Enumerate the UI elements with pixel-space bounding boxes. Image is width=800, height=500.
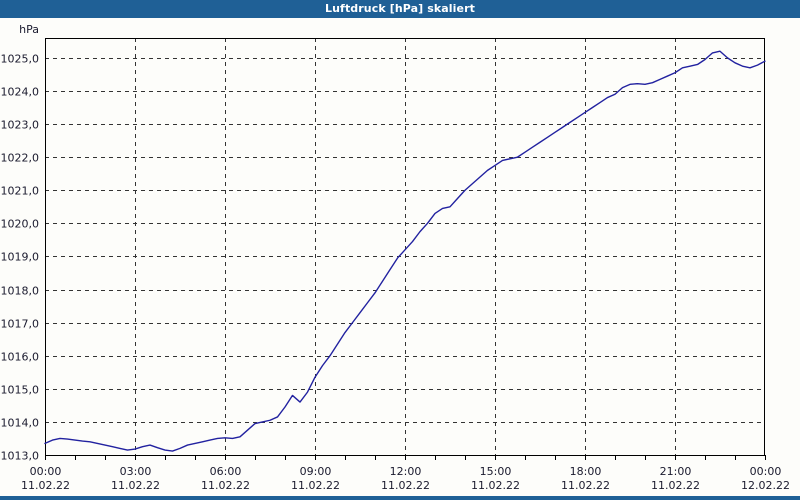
svg-text:11.02.22: 11.02.22 [381,479,430,492]
y-axis-tick-label: 1024,0 [1,86,40,99]
svg-text:06:00: 06:00 [210,465,242,478]
y-axis-tick-label: 1017,0 [1,318,40,331]
svg-text:11.02.22: 11.02.22 [111,479,160,492]
svg-text:11.02.22: 11.02.22 [561,479,610,492]
svg-text:00:00: 00:00 [750,465,782,478]
plot-frame [44,37,766,457]
window-title-bar: Luftdruck [hPa] skaliert [0,0,800,18]
svg-text:11.02.22: 11.02.22 [291,479,340,492]
svg-text:03:00: 03:00 [120,465,152,478]
svg-text:12:00: 12:00 [390,465,422,478]
y-axis-tick-label: 1013,0 [1,450,40,463]
svg-text:09:00: 09:00 [300,465,332,478]
svg-text:18:00: 18:00 [570,465,602,478]
vertical-gridlines [135,38,676,455]
pressure-series-line [44,50,766,452]
y-axis-tick-label: 1016,0 [1,351,40,364]
svg-text:21:00: 21:00 [660,465,692,478]
svg-text:11.02.22: 11.02.22 [651,479,700,492]
y-axis-unit-label: hPa [19,23,39,36]
y-axis-tick-label: 1014,0 [1,417,40,430]
y-axis-tick-label: 1025,0 [1,53,40,66]
y-axis-tick-label: 1015,0 [1,384,40,397]
y-axis-tick-label: 1018,0 [1,285,40,298]
chart-canvas: 1025,0 1024,0 1023,0 1022,0 1021,0 1020,0 1019… [0,18,800,496]
page-title: Luftdruck [hPa] skaliert [325,2,475,15]
svg-text:11.02.22: 11.02.22 [471,479,520,492]
svg-text:11.02.22: 11.02.22 [21,479,70,492]
svg-text:15:00: 15:00 [480,465,512,478]
svg-text:11.02.22: 11.02.22 [201,479,250,492]
y-axis-tick-label: 1019,0 [1,251,40,264]
y-axis-labels: 1025,0 1024,0 1023,0 1022,0 1021,0 1020,0 1019… [1,53,40,463]
svg-text:00:00: 00:00 [30,465,62,478]
y-axis-tick-label: 1020,0 [1,218,40,231]
y-axis-tick-label: 1021,0 [1,185,40,198]
y-axis-tick-label: 1023,0 [1,119,40,132]
x-axis-labels: 00:0011.02.2203:0011.02.2206:0011.02.220… [21,465,790,492]
svg-text:12.02.22: 12.02.22 [741,479,790,492]
y-axis-tick-label: 1022,0 [1,152,40,165]
pressure-line-chart: 1025,0 1024,0 1023,0 1022,0 1021,0 1020,0 1019… [1,23,790,492]
